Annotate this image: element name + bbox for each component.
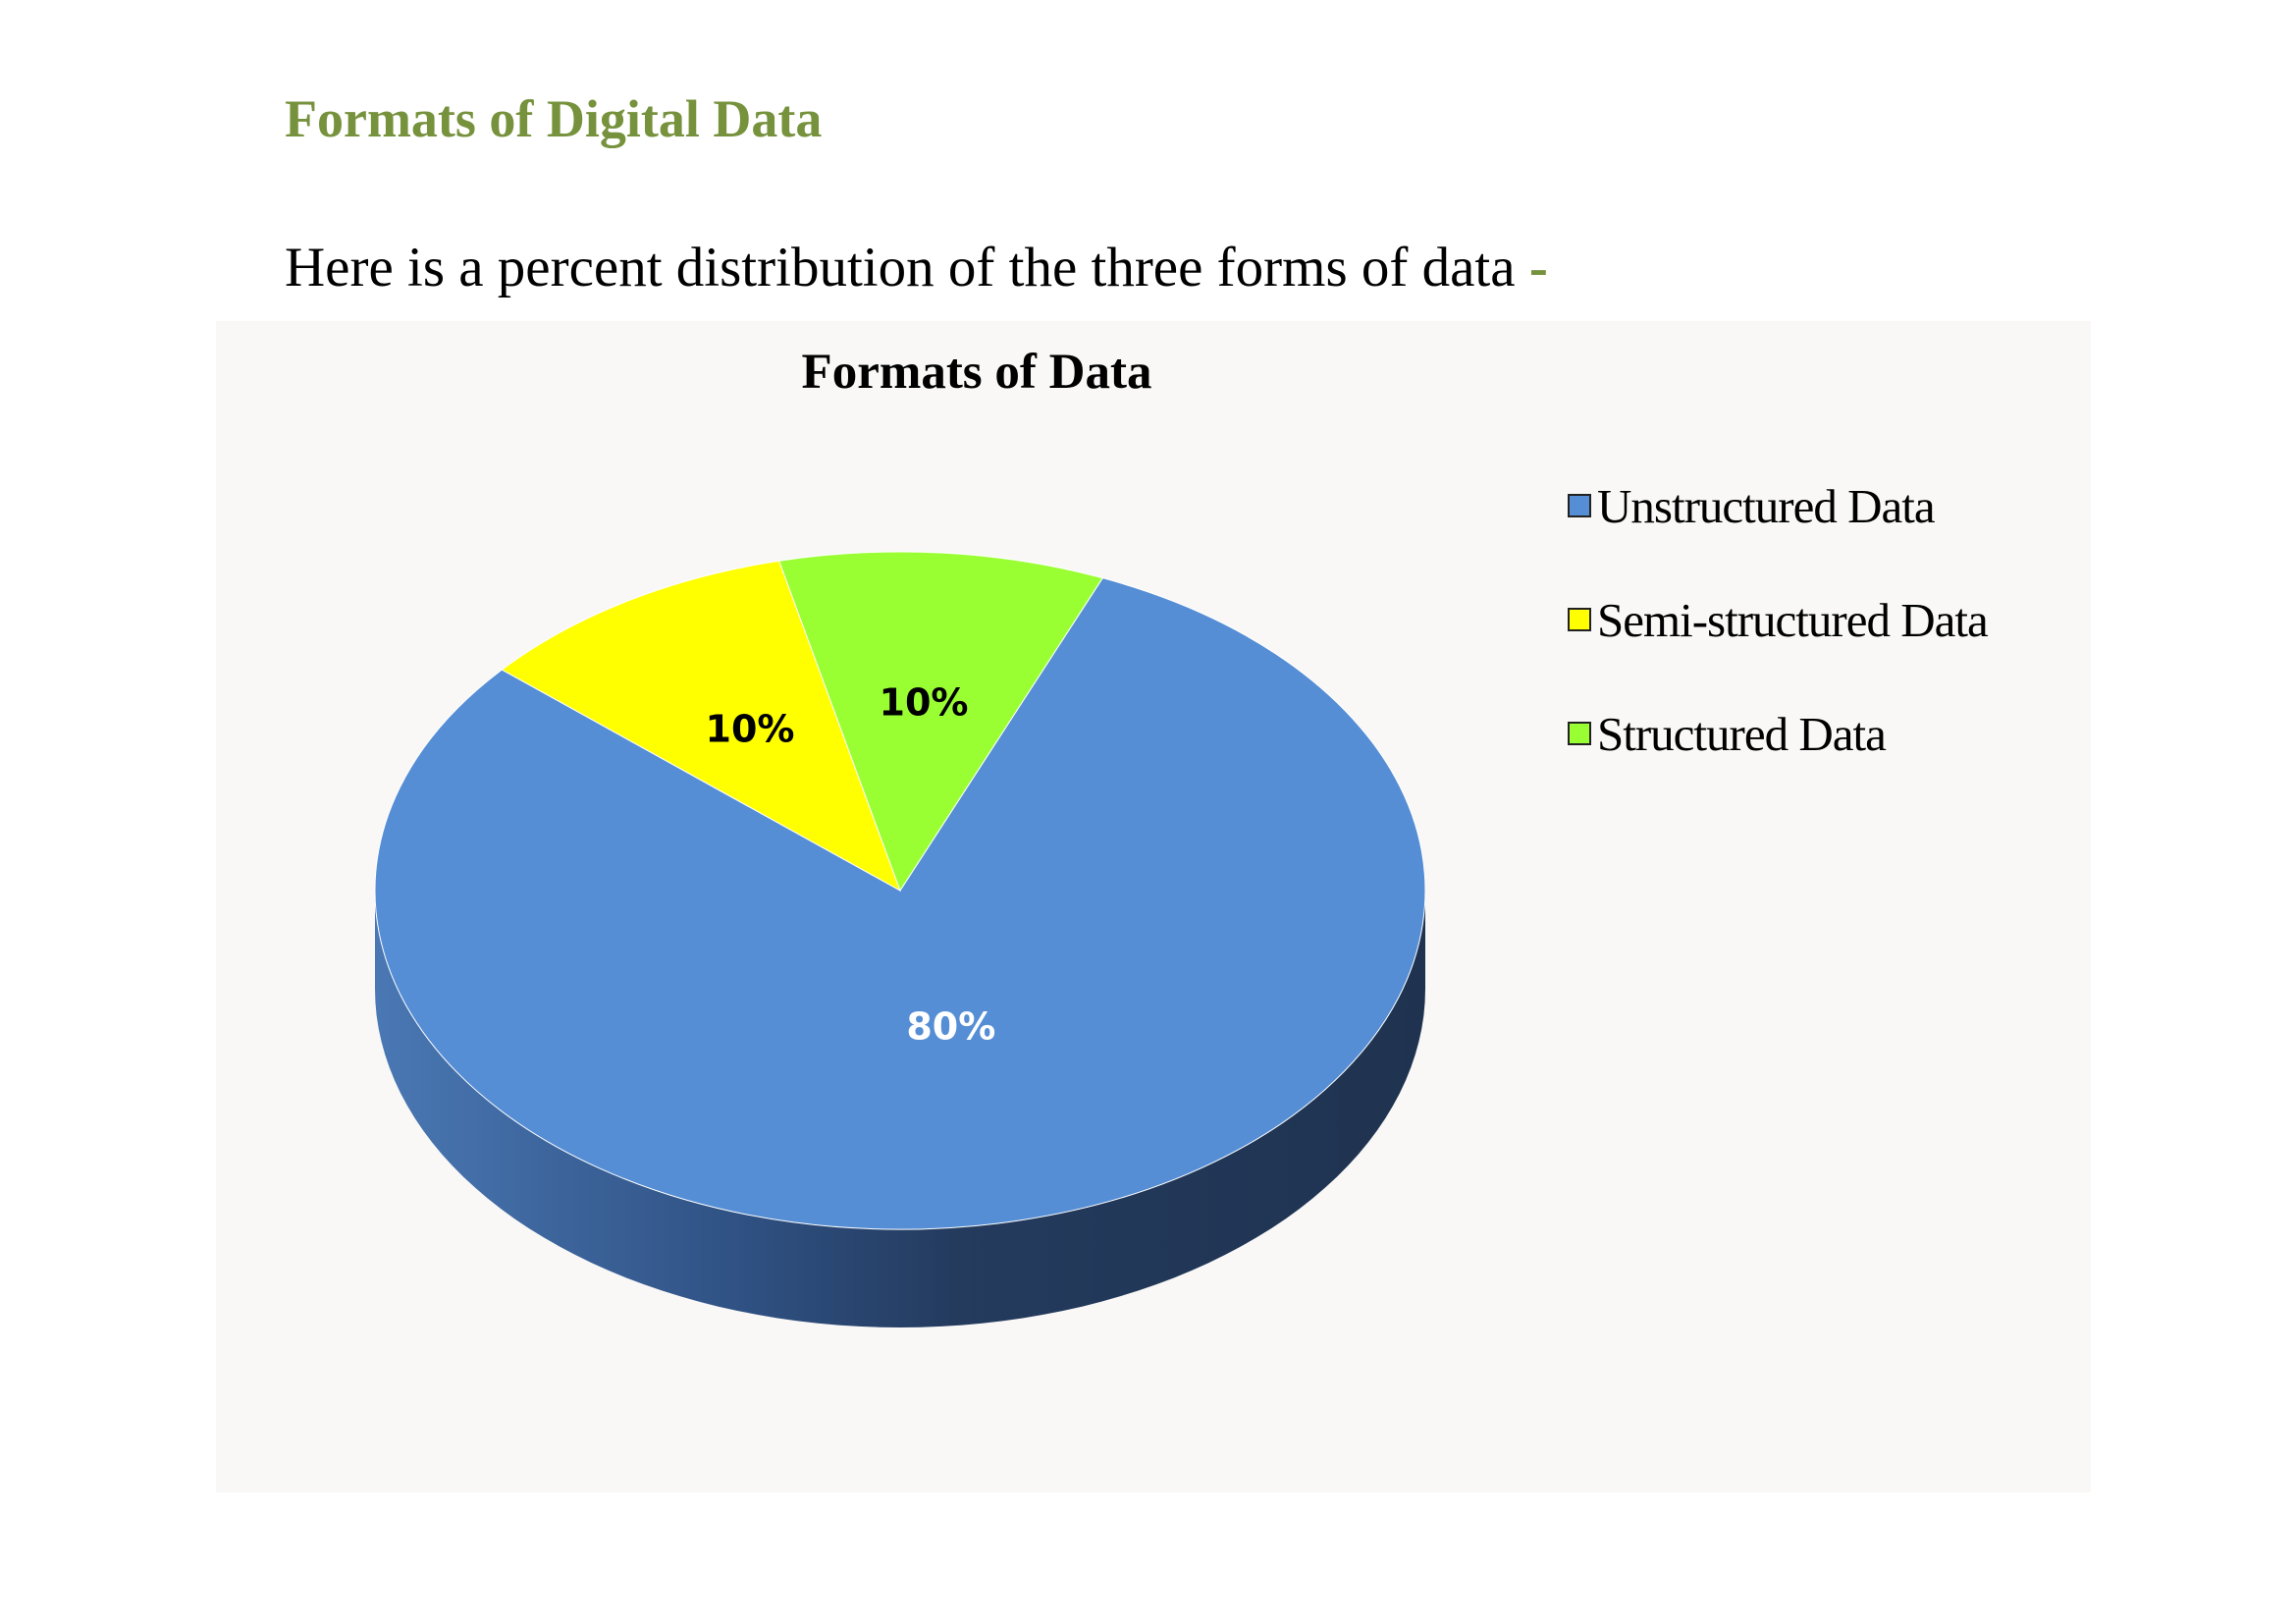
legend-item-semi-structured-data: Semi-structured Data — [1568, 563, 1989, 677]
document-intro: Here is a percent distribution of the th… — [285, 236, 1548, 299]
legend-item-structured-data: Structured Data — [1568, 677, 1988, 790]
chart-title: Formats of Data — [216, 344, 2091, 401]
document-heading: Formats of Digital Data — [285, 89, 823, 148]
legend-label-semi-structured-data: Semi-structured Data — [1597, 592, 1989, 647]
legend-swatch-structured-data — [1568, 722, 1591, 745]
pie-side-wall — [375, 891, 1425, 1327]
intro-dash: - — [1528, 237, 1548, 298]
pie-slice-unstructured-data — [374, 577, 1426, 1230]
legend-label-structured-data: Structured Data — [1597, 706, 1887, 761]
legend-item-unstructured-data: Unstructured Data — [1568, 449, 1988, 563]
chart-area: Formats of Data 80% 10% 10% Unstructured D… — [216, 321, 2091, 1492]
pie-slice-semi-structured-data — [501, 560, 901, 893]
chart-legend: Unstructured Data Semi-structured Data Str… — [1568, 449, 1989, 790]
legend-label-unstructured-data: Unstructured Data — [1597, 478, 1936, 533]
pie-slice-structured-data — [778, 551, 1104, 893]
legend-swatch-unstructured-data — [1568, 494, 1591, 517]
data-label-structured-data: 10% — [880, 680, 969, 724]
chart-title-text: Formats of Data — [801, 345, 1152, 400]
pie-chart: 80% 10% 10% — [374, 551, 1426, 1327]
data-label-semi-structured-data: 10% — [706, 707, 795, 750]
legend-swatch-semi-structured-data — [1568, 608, 1591, 631]
data-label-unstructured-data: 80% — [906, 1005, 995, 1049]
intro-text: Here is a percent distribution of the th… — [285, 237, 1516, 298]
